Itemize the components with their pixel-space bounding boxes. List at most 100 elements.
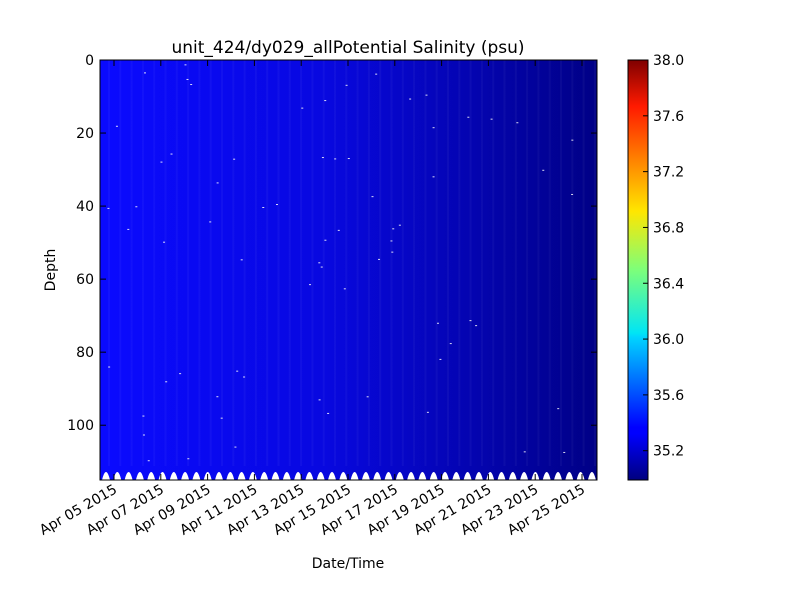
speckle <box>425 94 428 96</box>
profile-band <box>119 60 122 466</box>
profile-band <box>254 60 257 466</box>
x-axis-label: Date/Time <box>312 556 384 572</box>
speckle <box>163 241 166 243</box>
colorbar-tick-label: 36.4 <box>653 276 684 292</box>
speckle <box>262 206 265 208</box>
speckle <box>309 284 312 286</box>
bottom-gap <box>113 472 122 480</box>
speckle <box>439 358 442 360</box>
speckle <box>107 207 110 209</box>
profile-band <box>187 60 190 466</box>
profile-band <box>266 60 269 466</box>
speckle <box>426 411 429 413</box>
profile-band <box>593 60 596 466</box>
speckle <box>234 446 237 448</box>
bottom-gap <box>328 472 336 480</box>
profile-band <box>469 60 472 466</box>
bottom-gap <box>147 472 156 480</box>
bottom-gap <box>192 472 201 480</box>
speckle <box>243 376 246 378</box>
profile-band <box>288 60 291 466</box>
speckle <box>160 161 163 163</box>
bottom-gap <box>135 472 144 480</box>
profile-band <box>322 60 325 466</box>
y-tick-label: 100 <box>67 418 94 434</box>
profile-band <box>526 60 529 466</box>
speckle <box>318 262 321 264</box>
bottom-gap <box>508 472 517 480</box>
speckle <box>143 72 146 74</box>
speckle <box>334 158 337 160</box>
bottom-gap <box>361 472 370 480</box>
profile-band <box>141 60 144 466</box>
speckle <box>108 366 111 368</box>
speckle <box>571 193 574 195</box>
bottom-gap <box>418 472 427 480</box>
chart-title: unit_424/dy029_allPotential Salinity (ps… <box>171 38 524 58</box>
bottom-gap <box>542 472 551 480</box>
speckle <box>190 84 193 86</box>
speckle <box>345 84 348 86</box>
bottom-gap <box>282 472 291 480</box>
bottom-gap <box>429 472 438 480</box>
bottom-gap <box>587 472 596 480</box>
speckle <box>318 399 321 401</box>
colorbar-tick-label: 37.6 <box>653 109 684 125</box>
profile-band <box>334 60 336 466</box>
speckle <box>523 451 526 453</box>
bottom-gap <box>271 472 280 480</box>
bottom-gap <box>237 472 246 480</box>
profile-band <box>503 60 506 466</box>
profile-band <box>514 60 517 466</box>
speckle <box>321 157 324 159</box>
bottom-gap <box>576 472 585 480</box>
speckle <box>142 415 145 417</box>
speckle <box>233 158 236 160</box>
speckle <box>142 434 145 436</box>
speckle <box>467 116 470 118</box>
speckle <box>240 259 243 261</box>
colorbar-tick-label: 37.2 <box>653 165 684 181</box>
profile-band <box>379 60 382 466</box>
speckle <box>542 169 545 171</box>
profile-band <box>571 60 574 466</box>
field-speckles <box>107 60 596 466</box>
profile-band <box>435 60 438 466</box>
profile-band <box>198 60 201 466</box>
y-axis: 0 20 40 60 80 100 <box>67 53 597 434</box>
bottom-gap <box>226 472 235 480</box>
speckle <box>432 127 435 129</box>
speckle <box>490 118 493 120</box>
speckle <box>371 196 374 198</box>
speckle <box>366 396 369 398</box>
profile-band <box>560 60 562 466</box>
profile-band <box>582 60 585 466</box>
bottom-gap <box>441 472 449 480</box>
speckle <box>516 122 519 124</box>
profile-band <box>390 60 393 466</box>
profile-band <box>277 60 280 466</box>
speckle <box>449 343 452 345</box>
speckle <box>147 460 150 462</box>
profile-band <box>164 60 167 466</box>
y-tick-label: 40 <box>76 199 94 215</box>
profile-band <box>175 60 178 466</box>
bottom-gap <box>384 472 393 480</box>
profile-band <box>221 60 223 466</box>
profile-band <box>209 60 212 466</box>
profile-band <box>311 60 314 466</box>
profile-band <box>130 60 133 466</box>
y-tick-label: 80 <box>76 345 94 361</box>
colorbar-tick-label: 35.6 <box>653 388 684 404</box>
colorbar-tick-label: 35.2 <box>653 444 684 460</box>
profile-band <box>300 60 303 466</box>
speckle <box>327 412 330 414</box>
speckle <box>432 176 435 178</box>
speckle <box>337 229 340 231</box>
plot-area <box>99 59 598 481</box>
profile-band <box>424 60 427 466</box>
speckle <box>571 139 574 141</box>
speckle <box>184 64 187 66</box>
bottom-gap <box>169 472 178 480</box>
